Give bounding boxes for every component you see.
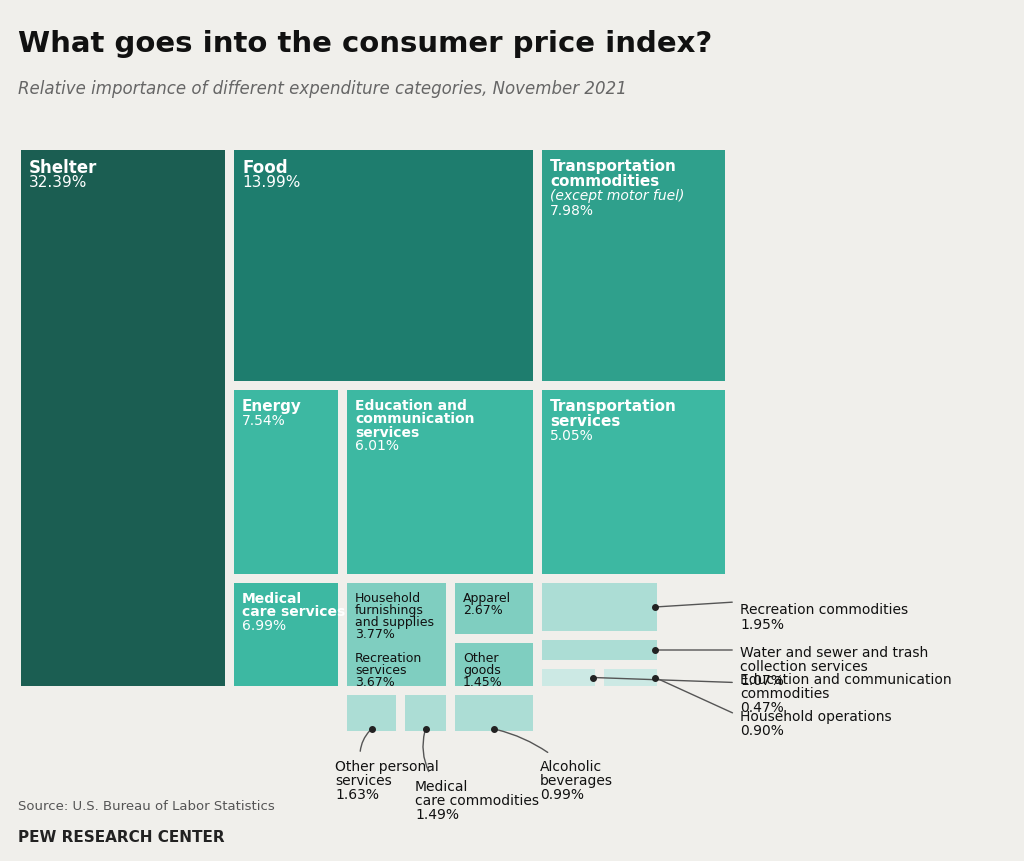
Bar: [542, 669, 595, 686]
Text: Transportation: Transportation: [550, 399, 677, 413]
Text: 5.05%: 5.05%: [550, 428, 594, 443]
Bar: [455, 695, 534, 731]
Text: Transportation: Transportation: [550, 158, 677, 174]
Text: 1.49%: 1.49%: [415, 807, 459, 821]
Bar: [542, 641, 657, 660]
Bar: [542, 583, 657, 631]
Text: Education and communication: Education and communication: [740, 672, 951, 687]
Text: 1.95%: 1.95%: [740, 617, 784, 631]
Text: 13.99%: 13.99%: [242, 175, 300, 190]
Text: commodities: commodities: [550, 174, 659, 189]
Text: Relative importance of different expenditure categories, November 2021: Relative importance of different expendi…: [18, 80, 627, 98]
Text: collection services: collection services: [740, 660, 867, 673]
Text: communication: communication: [355, 412, 474, 426]
Bar: [347, 643, 446, 686]
Text: 0.47%: 0.47%: [740, 701, 783, 715]
Text: Source: U.S. Bureau of Labor Statistics: Source: U.S. Bureau of Labor Statistics: [18, 799, 274, 812]
Bar: [542, 391, 725, 574]
Text: 3.77%: 3.77%: [355, 628, 395, 641]
Text: Recreation: Recreation: [355, 651, 422, 664]
Bar: [234, 391, 338, 574]
Text: furnishings: furnishings: [355, 604, 424, 616]
Bar: [455, 583, 534, 635]
Text: Other personal: Other personal: [335, 759, 438, 773]
Text: services: services: [355, 425, 419, 439]
Text: services: services: [355, 663, 407, 677]
Text: Recreation commodities: Recreation commodities: [740, 603, 908, 616]
Text: Medical: Medical: [242, 592, 302, 605]
Text: Water and sewer and trash: Water and sewer and trash: [740, 645, 928, 660]
Bar: [234, 583, 338, 686]
Text: care services: care services: [242, 604, 345, 619]
Text: services: services: [550, 413, 621, 429]
Text: Education and: Education and: [355, 399, 467, 412]
Bar: [604, 669, 657, 686]
Bar: [22, 151, 225, 686]
Text: 1.07%: 1.07%: [740, 673, 784, 687]
Text: 0.99%: 0.99%: [540, 787, 584, 801]
Text: 7.98%: 7.98%: [550, 203, 594, 217]
Text: Alcoholic: Alcoholic: [540, 759, 602, 773]
Text: 2.67%: 2.67%: [463, 604, 503, 616]
Bar: [347, 695, 396, 731]
Text: and supplies: and supplies: [355, 616, 434, 629]
Bar: [347, 391, 534, 574]
Text: Other: Other: [463, 651, 499, 664]
Text: 6.01%: 6.01%: [355, 439, 399, 453]
Text: commodities: commodities: [740, 687, 829, 701]
Bar: [406, 695, 446, 731]
Bar: [234, 151, 534, 381]
Text: PEW RESEARCH CENTER: PEW RESEARCH CENTER: [18, 829, 224, 844]
Text: Medical: Medical: [415, 779, 468, 793]
Text: Household operations: Household operations: [740, 709, 892, 723]
Text: Shelter: Shelter: [29, 158, 97, 177]
Text: beverages: beverages: [540, 773, 613, 787]
Text: goods: goods: [463, 663, 501, 677]
Text: 3.67%: 3.67%: [355, 676, 394, 689]
Text: What goes into the consumer price index?: What goes into the consumer price index?: [18, 30, 713, 58]
Text: (except motor fuel): (except motor fuel): [550, 189, 684, 202]
Text: 7.54%: 7.54%: [242, 413, 286, 427]
Text: Food: Food: [242, 158, 288, 177]
Text: 6.99%: 6.99%: [242, 618, 286, 632]
Bar: [347, 583, 446, 686]
Text: 1.45%: 1.45%: [463, 676, 503, 689]
Bar: [542, 151, 725, 381]
Bar: [455, 643, 534, 686]
Text: Apparel: Apparel: [463, 592, 511, 604]
Text: services: services: [335, 773, 392, 787]
Text: Household: Household: [355, 592, 421, 604]
Text: 1.63%: 1.63%: [335, 787, 379, 801]
Text: care commodities: care commodities: [415, 793, 539, 807]
Text: 32.39%: 32.39%: [29, 175, 87, 190]
Text: Energy: Energy: [242, 399, 302, 413]
Text: 0.90%: 0.90%: [740, 723, 784, 737]
